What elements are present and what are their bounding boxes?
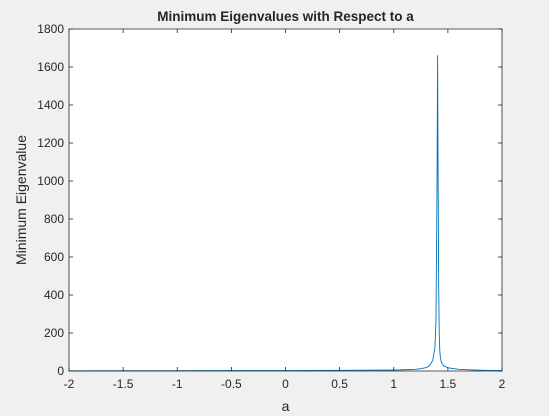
y-tick-label: 1600 [37, 60, 64, 74]
chart-title: Minimum Eigenvalues with Respect to a [157, 9, 414, 24]
x-axis-label: a [282, 398, 290, 414]
x-tick-label: -0.5 [221, 377, 242, 391]
y-tick-label: 1800 [37, 22, 64, 36]
y-tick-label: 200 [44, 326, 64, 340]
x-tick-label: 0.5 [331, 377, 348, 391]
axes-background [69, 29, 502, 371]
y-tick-label: 1400 [37, 98, 64, 112]
y-axis-label: Minimum Eigenvalue [13, 135, 29, 265]
x-tick-label: -1 [172, 377, 183, 391]
x-tick-label: -1.5 [113, 377, 134, 391]
y-tick-label: 600 [44, 250, 64, 264]
y-tick-label: 400 [44, 288, 64, 302]
y-tick-label: 800 [44, 212, 64, 226]
x-tick-label: -2 [64, 377, 75, 391]
x-axis: -2 -1.5 -1 -0.5 0 0.5 1 1.5 2 [64, 29, 506, 391]
x-tick-label: 2 [499, 377, 506, 391]
y-tick-label: 0 [57, 364, 64, 378]
y-tick-label: 1000 [37, 174, 64, 188]
y-axis: 0 200 400 600 800 1000 1200 1400 1600 1800 [37, 22, 502, 378]
series-line-0 [68, 55, 503, 372]
x-tick-label: 1 [390, 377, 397, 391]
x-tick-label: 0 [282, 377, 289, 391]
x-tick-label: 1.5 [440, 377, 457, 391]
y-tick-label: 1200 [37, 136, 64, 150]
plot-area [68, 55, 503, 372]
